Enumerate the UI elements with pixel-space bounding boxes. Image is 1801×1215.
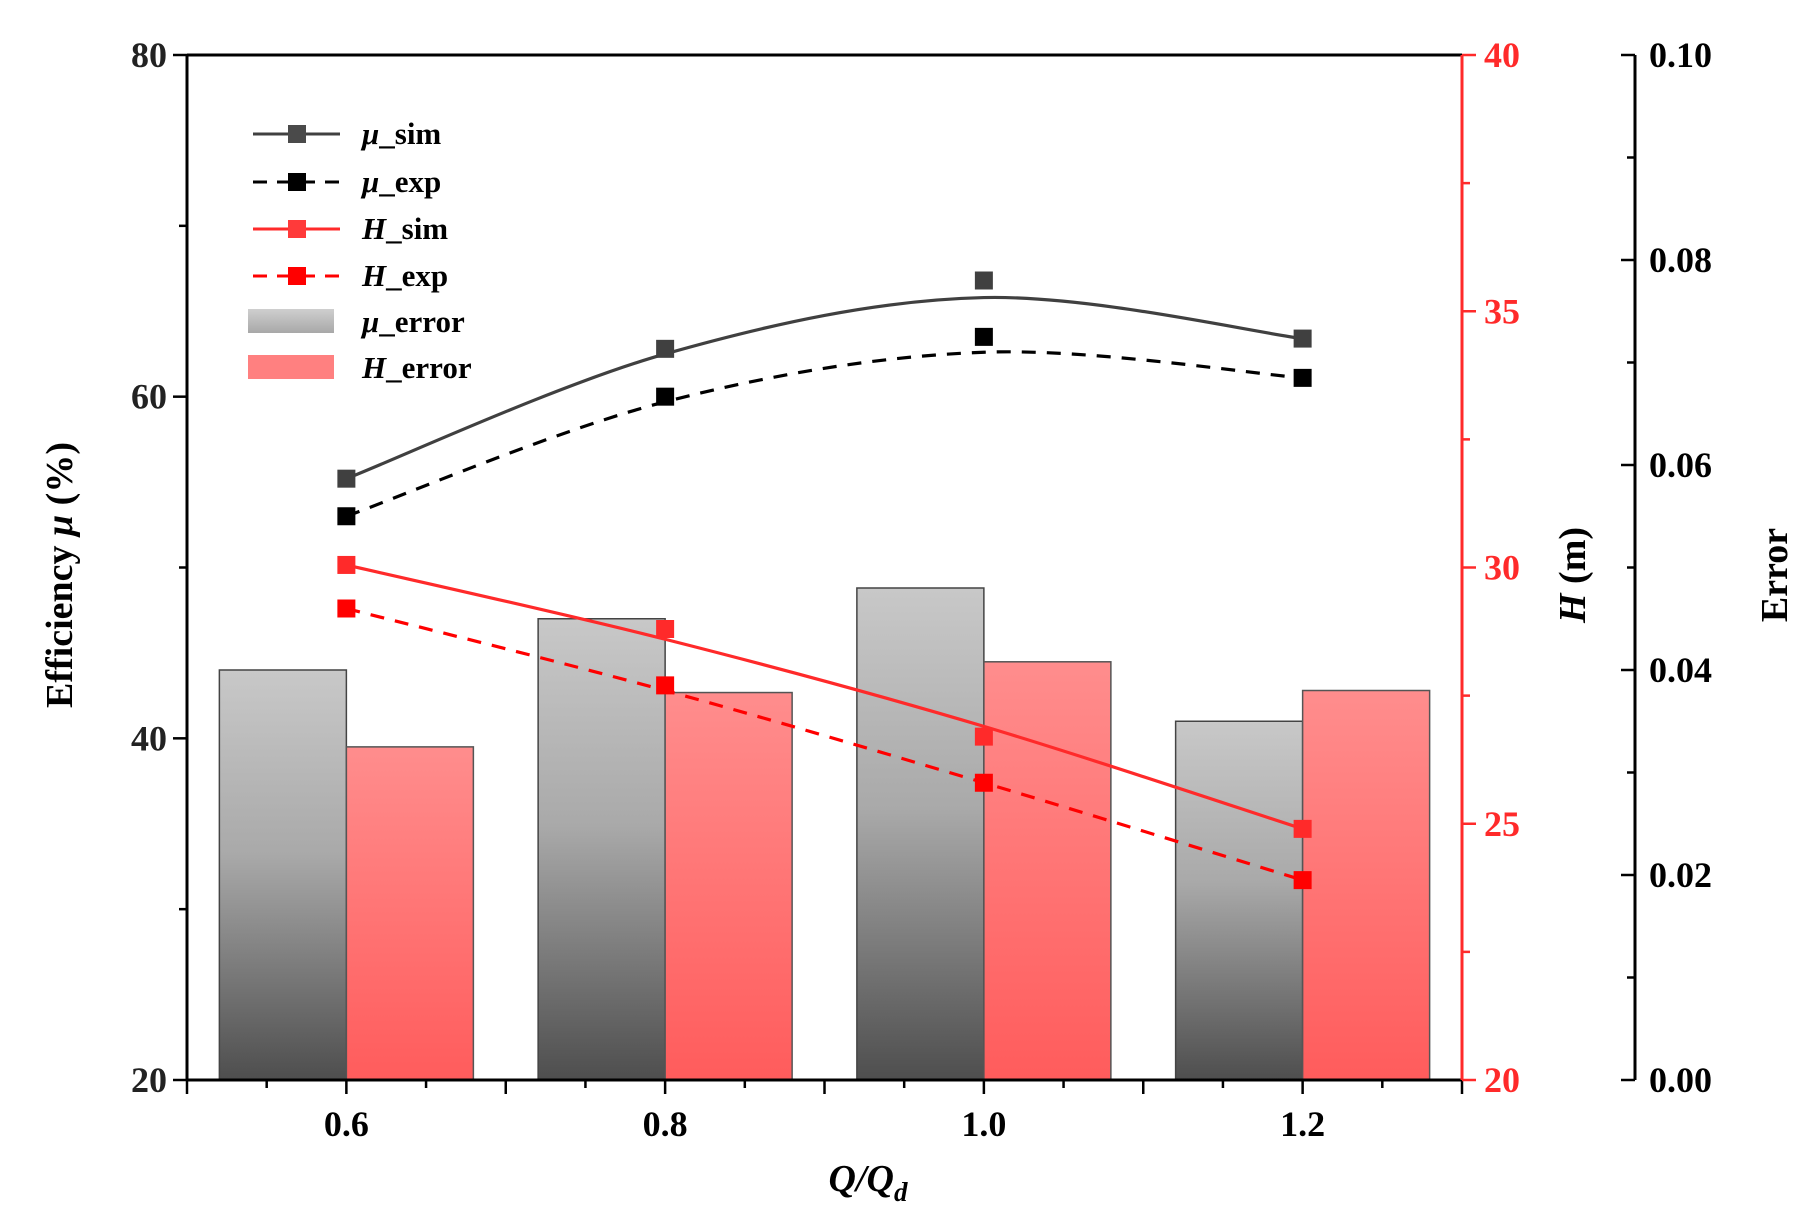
legend-item-h-exp: H_exp	[253, 258, 448, 293]
axes: 0.6 0.8 1.0 1.2 20 40 60 80 20 25 30 35 40 0.00 0.02 0.…	[131, 35, 1712, 1144]
marker-hexp-0	[337, 599, 356, 618]
svg-text:H_sim: H_sim	[361, 211, 448, 246]
x-tick-label: 1.2	[1280, 1104, 1325, 1144]
series-markers	[337, 271, 1312, 890]
head-tick-label: 30	[1484, 548, 1520, 588]
marker-exp-3	[1293, 368, 1312, 387]
efficiency-tick-label: 20	[131, 1060, 167, 1100]
marker-sim-3	[1293, 329, 1312, 348]
legend-label-mu-error-suffix: _error	[378, 304, 465, 339]
marker-hexp-1	[656, 676, 675, 695]
line-sim	[345, 295, 1303, 481]
legend-label-h-exp-suffix: _exp	[385, 258, 448, 293]
error-tick-label: 0.00	[1649, 1060, 1712, 1100]
svg-text:μ_sim: μ_sim	[360, 116, 441, 151]
marker-sim-0	[337, 469, 356, 488]
line-hexp	[345, 606, 1304, 882]
line-hsim	[346, 563, 1304, 831]
efficiency-axis-title-symbol: μ	[39, 515, 81, 538]
bar-error-3	[1174, 720, 1304, 1081]
error-axis-title: Error	[1754, 528, 1796, 622]
marker-hsim-1	[656, 620, 675, 638]
marker-hexp-3	[1293, 871, 1312, 890]
legend-label-h-sim-suffix: _sim	[385, 211, 448, 246]
legend-label-mu-error-symbol: μ	[360, 304, 379, 339]
x-tick-label: 0.6	[324, 1104, 369, 1144]
error-tick-label: 0.02	[1649, 855, 1712, 895]
bar-error-1	[537, 618, 666, 1081]
x-axis-title-sub: d	[894, 1177, 908, 1207]
legend-label-mu-exp-symbol: μ	[360, 164, 379, 199]
head-tick-label: 25	[1484, 804, 1520, 844]
efficiency-axis-title-prefix: Efficiency	[39, 536, 81, 708]
error-tick-label: 0.04	[1649, 650, 1712, 690]
legend-marker-h-exp	[288, 267, 306, 285]
marker-hsim-2	[974, 727, 993, 746]
head-tick-label: 35	[1484, 291, 1520, 331]
marker-hexp-2	[974, 773, 993, 792]
legend-swatch-mu-error	[248, 309, 334, 333]
head-tick-label: 40	[1484, 35, 1520, 75]
x-tick-label: 1.0	[961, 1104, 1006, 1144]
legend-label-h-sim-symbol: H	[361, 211, 387, 246]
bar-error-0	[218, 669, 348, 1081]
legend-marker-mu-sim	[288, 125, 306, 143]
efficiency-axis-title: Efficiency μ (%)	[39, 442, 81, 708]
legend-label-h-exp-symbol: H	[361, 258, 387, 293]
legend-label-mu-sim-suffix: _sim	[378, 116, 441, 151]
svg-text:μ_exp: μ_exp	[360, 164, 441, 199]
marker-exp-0	[337, 507, 356, 526]
legend: μ_sim μ_exp H_sim H_exp μ_error H_error	[248, 116, 472, 385]
svg-text:H_exp: H_exp	[361, 258, 448, 293]
legend-label-h-error-suffix: _error	[385, 350, 472, 385]
legend-item-mu-exp: μ_exp	[253, 164, 441, 199]
marker-sim-1	[656, 339, 675, 358]
marker-exp-2	[974, 327, 993, 346]
legend-swatch-h-error	[248, 355, 334, 379]
legend-label-h-error-symbol: H	[361, 350, 387, 385]
legend-label-mu-exp-suffix: _exp	[378, 164, 441, 199]
bar-error-2	[856, 587, 985, 1081]
error-tick-label: 0.10	[1649, 35, 1712, 75]
efficiency-tick-label: 80	[131, 35, 167, 75]
bar-herror-1	[664, 691, 793, 1081]
legend-item-mu-sim: μ_sim	[253, 116, 441, 151]
bar-herror-3	[1301, 689, 1431, 1081]
head-tick-label: 20	[1484, 1060, 1520, 1100]
bar-herror-2	[983, 661, 1112, 1081]
legend-item-mu-error: μ_error	[248, 304, 465, 339]
legend-label-mu-sim-symbol: μ	[360, 116, 379, 151]
bar-herror-0	[345, 746, 475, 1081]
x-tick-label: 0.8	[643, 1104, 688, 1144]
marker-hsim-3	[1293, 819, 1312, 838]
marker-exp-1	[656, 387, 675, 406]
efficiency-tick-label: 40	[131, 718, 167, 758]
error-tick-label: 0.08	[1649, 240, 1712, 280]
head-axis-title-suffix: (m)	[1552, 527, 1594, 593]
head-axis-title-symbol: H	[1552, 592, 1594, 624]
x-axis-title-main: Q/Q	[829, 1158, 894, 1200]
legend-marker-h-sim	[288, 220, 306, 238]
error-bars	[218, 587, 1431, 1081]
legend-marker-mu-exp	[288, 173, 306, 191]
x-axis-title: Q/Qd	[829, 1158, 908, 1207]
svg-text:μ_error: μ_error	[360, 304, 465, 339]
marker-hsim-0	[337, 555, 356, 574]
line-exp	[345, 350, 1303, 518]
efficiency-axis-title-suffix: (%)	[39, 442, 81, 515]
marker-sim-2	[974, 271, 993, 290]
legend-item-h-error: H_error	[248, 350, 472, 385]
series-lines	[345, 295, 1304, 882]
head-axis-title: H (m)	[1552, 527, 1594, 624]
legend-item-h-sim: H_sim	[253, 211, 448, 246]
efficiency-tick-label: 60	[131, 377, 167, 417]
error-tick-label: 0.06	[1649, 445, 1712, 485]
svg-text:H_error: H_error	[361, 350, 472, 385]
